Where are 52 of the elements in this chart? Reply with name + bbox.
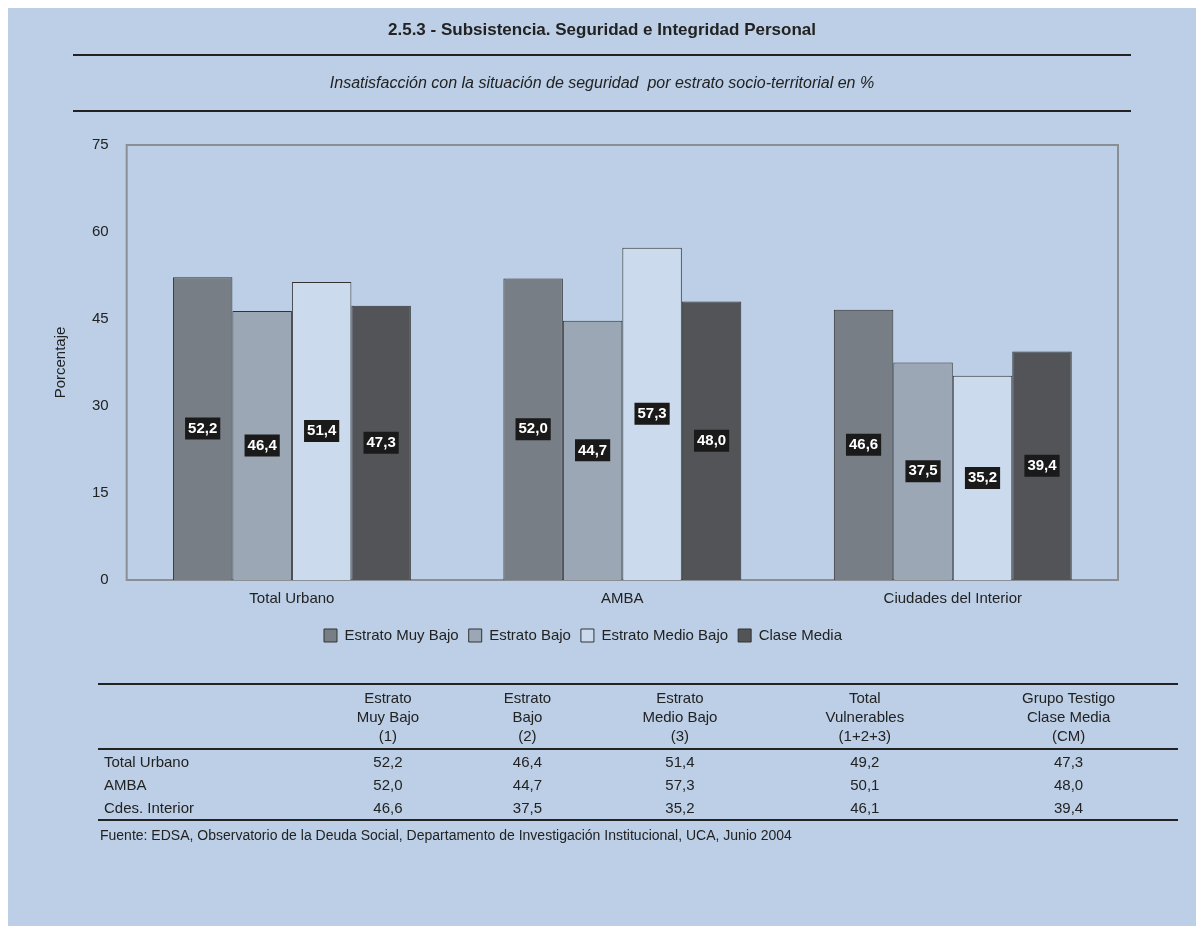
text: Estrato Bajo (2): [502, 688, 553, 746]
legend-label: Clase Media: [758, 625, 843, 643]
text: Total Urbano: [103, 752, 191, 772]
data-label: 52,2: [188, 418, 218, 436]
text: Estrato Medio Bajo (3): [641, 688, 719, 746]
chart-subtitle: Insatisfacción con la situación de seguridad por estrato socio-territorial en %: [73, 56, 1131, 112]
data-label: 37,5: [908, 461, 938, 479]
text: Total Vulnerables (1+2+3): [824, 688, 906, 746]
y-tick-label: 60: [92, 222, 109, 240]
source-note: Fuente: EDSA, Observatorio de la Deuda Social, Departamento de Investigación Institucional, UCA, Junio 2004: [100, 827, 793, 843]
text: Cdes. Interior: [103, 798, 196, 818]
text: 46,6: [372, 798, 404, 818]
text: 57,3: [664, 775, 696, 795]
text: 44,7: [511, 775, 543, 795]
text: 50,1: [849, 775, 881, 795]
y-tick-label: 0: [100, 570, 109, 588]
text: 46,1: [849, 798, 881, 818]
data-label: 52,0: [518, 419, 548, 437]
text: 39,4: [1053, 798, 1085, 818]
x-tick-label: Ciudades del Interior: [883, 589, 1022, 607]
text: 48,0: [1053, 775, 1085, 795]
text: 49,2: [849, 752, 881, 772]
legend-label: Estrato Muy Bajo: [344, 625, 459, 643]
text: AMBA: [103, 775, 148, 795]
data-label: 44,7: [578, 440, 608, 458]
data-label: 51,4: [307, 421, 337, 439]
data-label: 46,6: [848, 435, 879, 452]
y-tick-label: 45: [92, 309, 109, 327]
text: 37,5: [511, 798, 543, 818]
y-tick-label: 30: [92, 396, 109, 414]
data-label: 39,4: [1027, 455, 1058, 473]
y-axis-title: Porcentaje: [51, 326, 69, 399]
data-label: 35,2: [967, 468, 998, 486]
text: 52,0: [372, 775, 404, 795]
data-label: 46,4: [247, 435, 278, 453]
text: 46,4: [511, 752, 543, 772]
data-label: 47,3: [366, 432, 396, 450]
text: 35,2: [664, 798, 696, 818]
data-label: 57,3: [637, 403, 667, 421]
y-tick-label: 15: [92, 483, 109, 501]
data-label: 48,0: [696, 430, 727, 448]
chart-title: 2.5.3 - Subsistencia. Seguridad e Integridad Personal: [73, 20, 1131, 56]
text: Grupo Testigo Clase Media (CM): [1021, 688, 1117, 746]
text: 52,2: [372, 752, 404, 772]
text: 51,4: [664, 752, 696, 772]
text: 47,3: [1053, 752, 1085, 772]
legend-label: Estrato Bajo: [489, 625, 571, 643]
x-tick-label: Total Urbano: [249, 589, 335, 607]
y-tick-label: 75: [92, 135, 109, 153]
legend-label: Estrato Medio Bajo: [601, 625, 729, 643]
x-tick-label: AMBA: [601, 589, 644, 607]
text: Estrato Muy Bajo (1): [355, 688, 421, 746]
